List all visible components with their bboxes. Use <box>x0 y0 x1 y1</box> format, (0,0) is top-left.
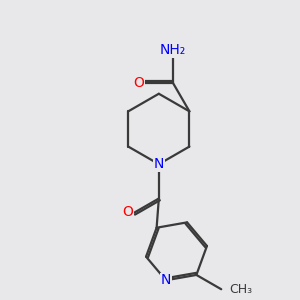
Text: CH₃: CH₃ <box>230 283 253 296</box>
Text: NH₂: NH₂ <box>160 43 186 57</box>
Text: N: N <box>154 157 164 171</box>
Text: N: N <box>161 273 171 287</box>
Text: O: O <box>134 76 145 90</box>
Text: O: O <box>123 205 134 219</box>
